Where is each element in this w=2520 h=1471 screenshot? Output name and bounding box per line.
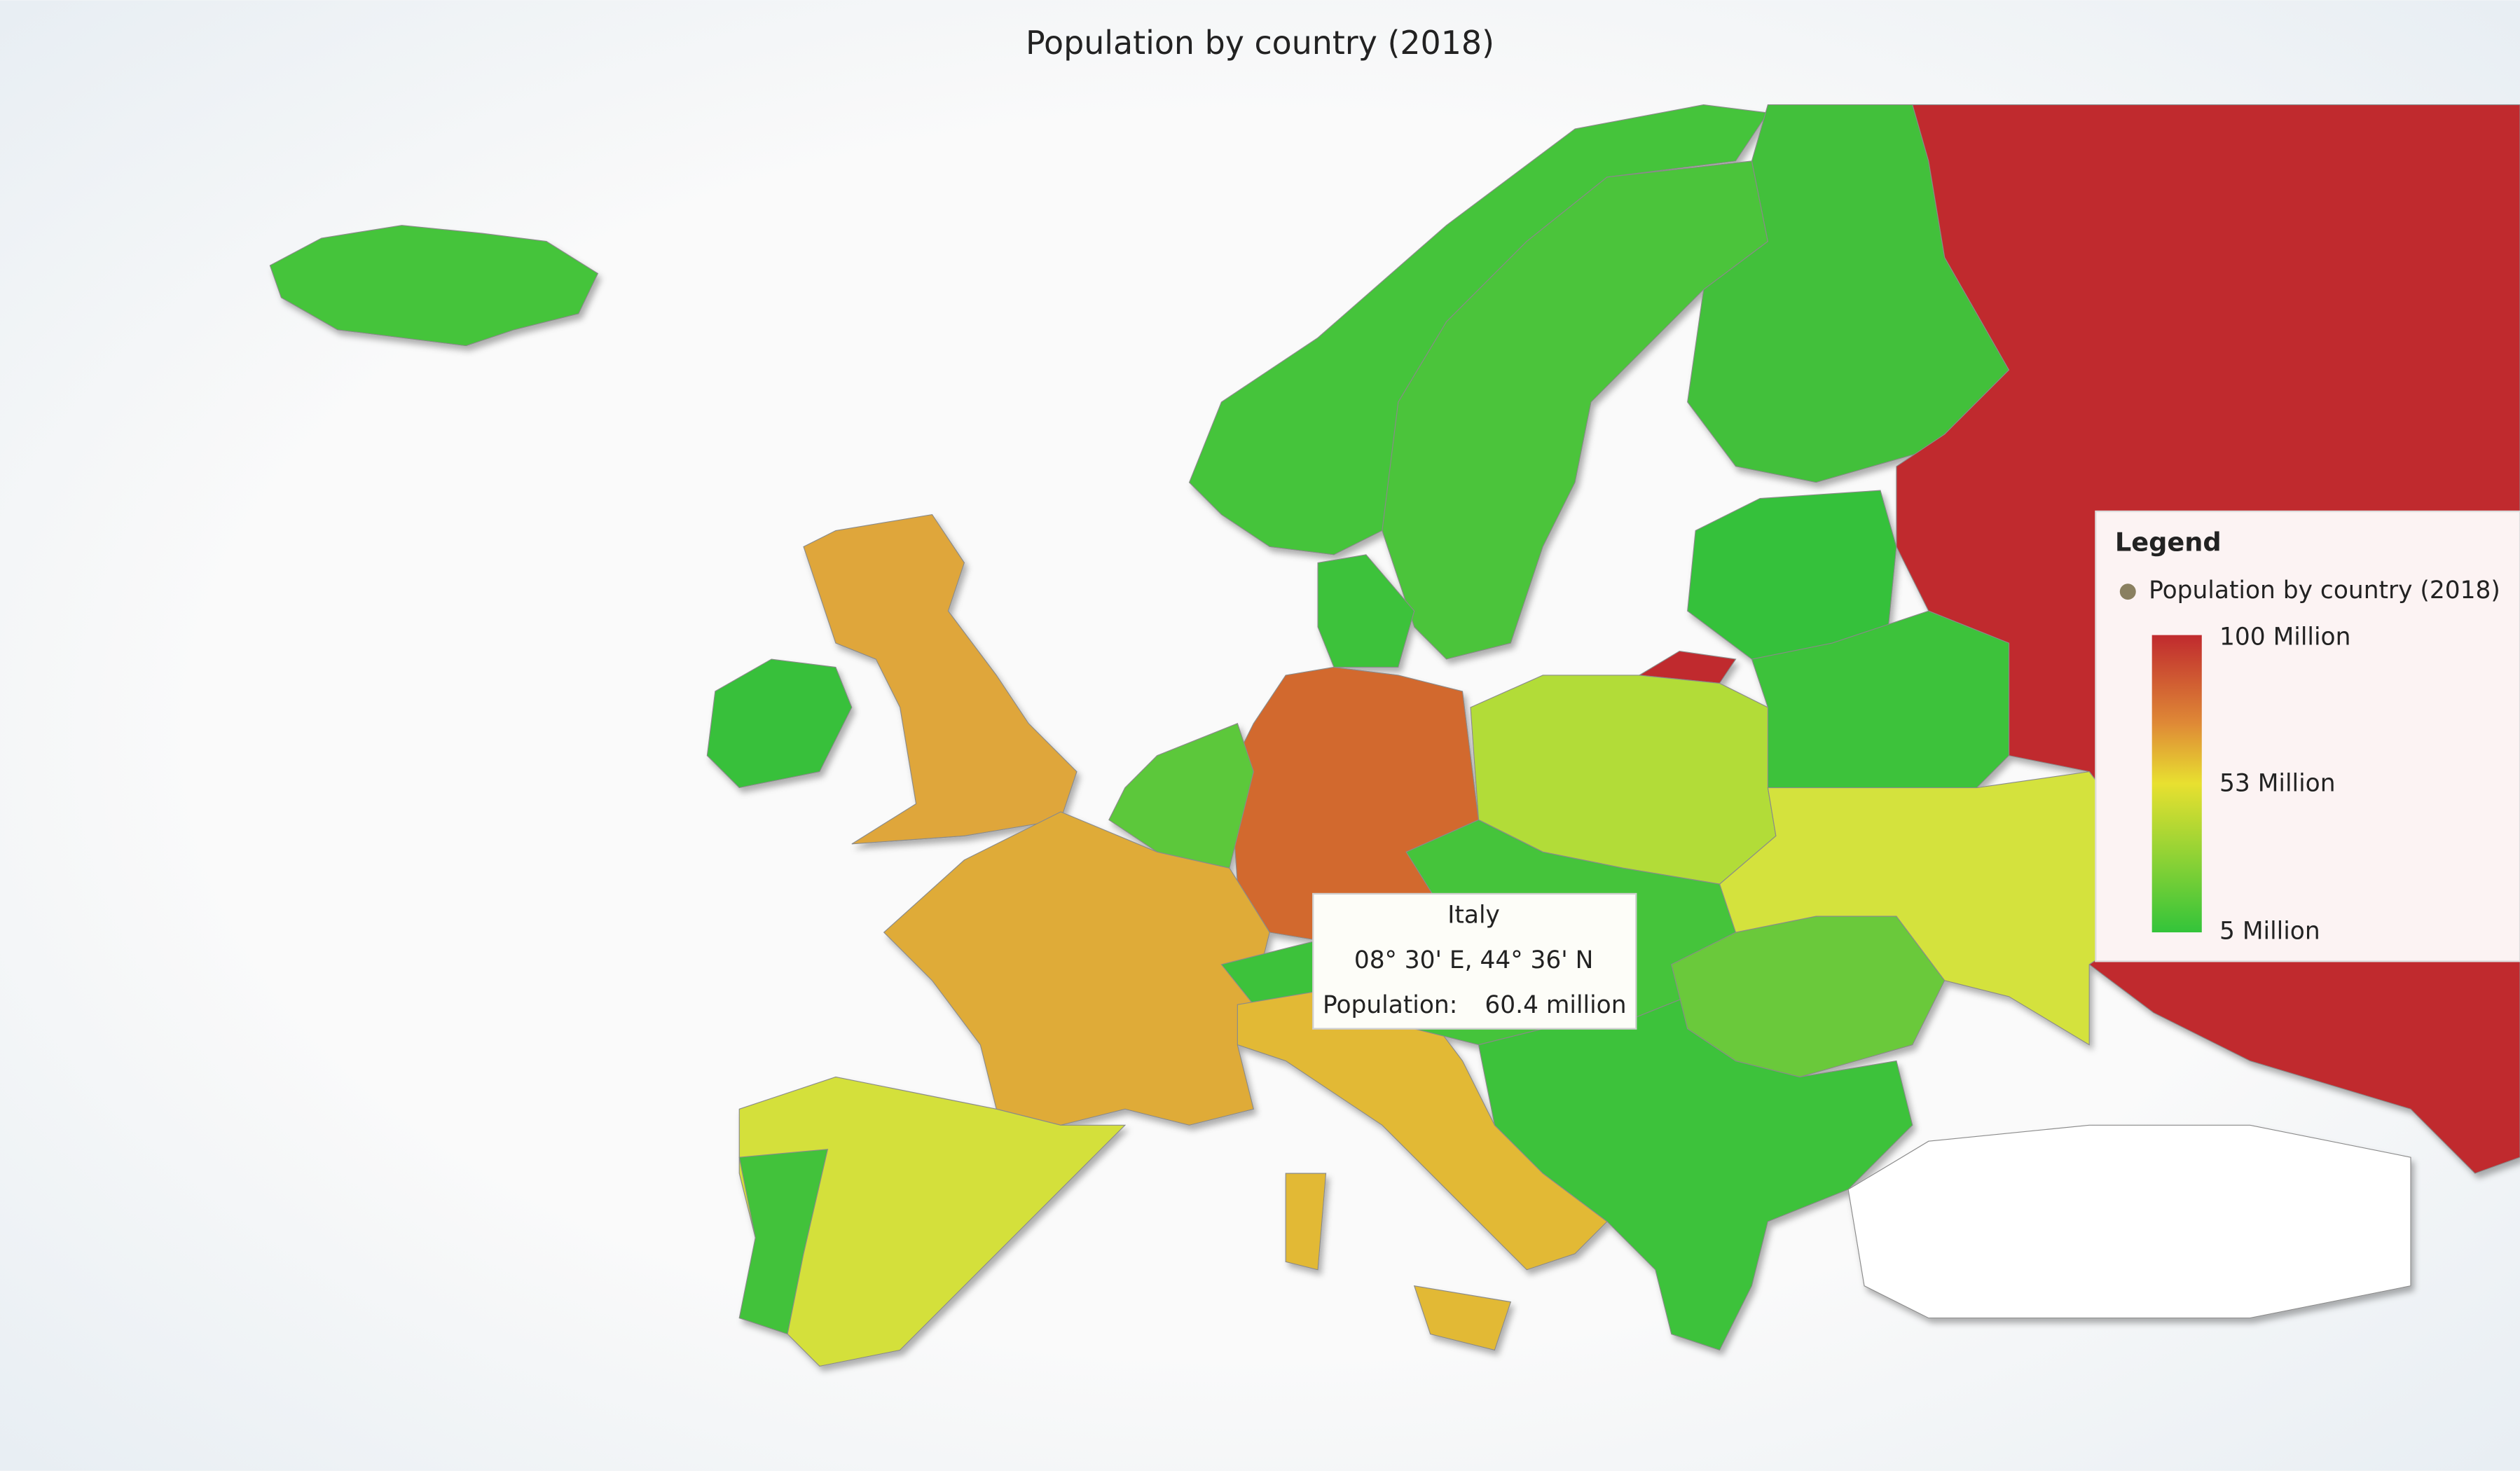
united-kingdom[interactable] bbox=[803, 513, 1077, 845]
sweden[interactable] bbox=[1382, 160, 1769, 660]
tooltip-box bbox=[1312, 892, 1637, 1030]
tooltip-coordinates: 08° 30' E, 44° 36' N bbox=[1354, 946, 1594, 974]
scale-label: 100 Million bbox=[2219, 623, 2350, 651]
scale-label: 53 Million bbox=[2219, 769, 2336, 797]
sardinia[interactable] bbox=[1285, 1173, 1327, 1271]
tooltip-name: Italy bbox=[1447, 902, 1500, 930]
legend: Legend Population by country (2018) 100 … bbox=[2095, 510, 2520, 962]
tooltip-value: 60.4 million bbox=[1485, 991, 1626, 1019]
ukraine[interactable] bbox=[1719, 771, 2187, 1046]
legend-title: Legend bbox=[2115, 527, 2222, 557]
scale-label: 5 Million bbox=[2219, 918, 2320, 946]
balkans[interactable] bbox=[1478, 996, 1913, 1351]
map-title: Population by country (2018) bbox=[1026, 24, 1494, 62]
tooltip-label: Population: bbox=[1323, 991, 1457, 1019]
legend-marker bbox=[2119, 583, 2136, 600]
france[interactable] bbox=[883, 811, 1270, 1126]
ireland[interactable] bbox=[706, 658, 853, 789]
tooltip: Italy 08° 30' E, 44° 36' N Population: 6… bbox=[1312, 892, 1637, 1030]
denmark[interactable] bbox=[1317, 554, 1415, 668]
turkey[interactable] bbox=[1847, 1124, 2411, 1319]
iceland[interactable] bbox=[269, 225, 599, 347]
sicily[interactable] bbox=[1413, 1285, 1512, 1351]
color-scale bbox=[2151, 635, 2202, 933]
legend-series: Population by country (2018) bbox=[2149, 576, 2500, 605]
portugal[interactable] bbox=[738, 1149, 829, 1335]
